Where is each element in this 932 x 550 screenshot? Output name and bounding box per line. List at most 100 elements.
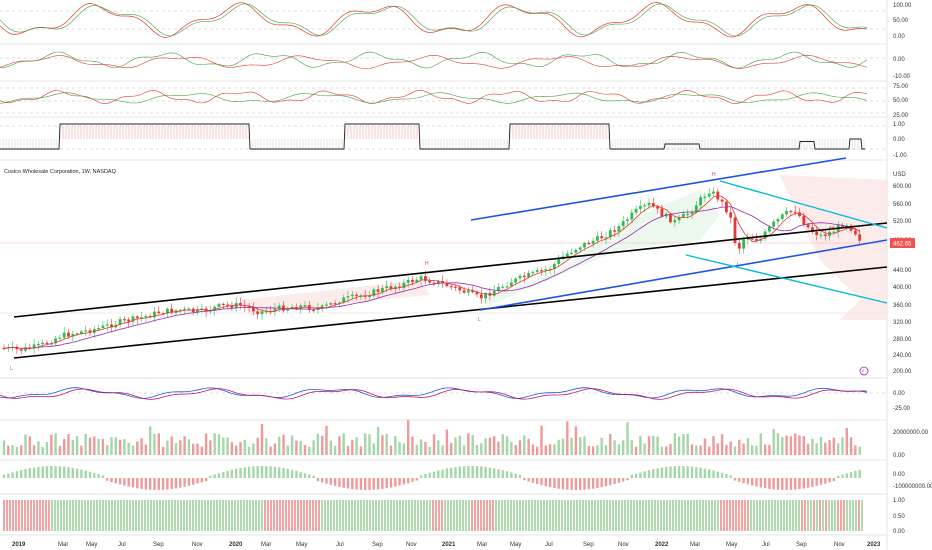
candle-body [45, 342, 49, 344]
bottom-bar [96, 500, 98, 531]
bottom-bar [555, 500, 557, 531]
candle-body [157, 311, 161, 314]
upper-blue-channel-line[interactable] [470, 157, 847, 221]
bottom-bar [303, 500, 305, 531]
vol2-bar [587, 478, 590, 490]
bottom-bar [63, 500, 65, 531]
vol2-bar [695, 467, 698, 478]
bottom-bar [813, 500, 815, 531]
vol2-bar [338, 478, 341, 487]
volume-bar [110, 437, 113, 455]
vol2-bar [179, 478, 182, 488]
candle-body [553, 263, 556, 269]
cyan-upper-triangle-line[interactable] [719, 180, 888, 229]
bottom-bar [6, 500, 8, 531]
bottom-bar [366, 500, 368, 531]
volume-bar [776, 433, 780, 455]
vol2-bar [355, 478, 358, 490]
candle-body [320, 305, 324, 309]
bottom-bar [459, 500, 461, 531]
vol2-bar [351, 478, 354, 490]
candle-body [819, 234, 823, 236]
bottom-bar [387, 500, 389, 531]
vol2-bar [75, 468, 79, 478]
vol2-bar [144, 478, 148, 490]
volume-bar [540, 425, 543, 455]
vol2-bar [815, 478, 818, 486]
bottom-bar [279, 500, 281, 531]
vol2-bar [110, 478, 113, 483]
bottom-bar [246, 500, 248, 531]
alert-flag-icon[interactable]: f [859, 366, 869, 376]
bottom-bar [696, 500, 698, 531]
lower-blue-channel-line[interactable] [479, 239, 888, 311]
vol2-bar [591, 478, 595, 489]
bottom-bar [513, 500, 515, 531]
cyan-lower-channel-line[interactable] [685, 254, 888, 304]
candle-body [372, 289, 376, 296]
volume-bar [824, 442, 827, 455]
candle-body [170, 308, 174, 313]
vol2-bar [742, 478, 745, 484]
candle-body [750, 238, 754, 240]
time-axis-label: Sep [372, 542, 383, 548]
volume-bar [462, 445, 466, 455]
vol2-bar [806, 478, 810, 488]
candle-body [131, 316, 135, 322]
volume-bar [247, 446, 251, 455]
candle-body [759, 238, 763, 241]
bottom-bar [687, 500, 689, 531]
volume-bar [170, 436, 173, 455]
volume-bar [781, 437, 784, 455]
candle-body [780, 214, 784, 219]
volume-profile-shading [780, 175, 887, 320]
price-axis-label: 400.00 [893, 285, 912, 291]
currency-label: USD [893, 172, 906, 178]
volume-bar [376, 427, 380, 455]
bottom-bar [828, 500, 830, 531]
volume-bar [398, 442, 401, 455]
bottom-bar [309, 500, 311, 531]
volume-bar [407, 420, 410, 455]
volume-bar [617, 444, 621, 455]
pane-axis-label: 1.00 [893, 122, 905, 128]
upper-black-trendline[interactable] [13, 222, 888, 318]
vol2-bar [656, 468, 659, 478]
candle-body [578, 247, 582, 250]
vol2-bar [45, 466, 49, 478]
bottom-bar [42, 500, 44, 531]
vol2-bar [798, 478, 801, 490]
candle-body [832, 231, 836, 233]
vol2-bar [273, 466, 277, 478]
bottom-bar [723, 500, 725, 531]
pane-axis-label: -25.00 [893, 406, 911, 412]
bottom-bar [402, 500, 404, 531]
vol2-bar [157, 478, 160, 490]
bottom-bar [186, 500, 188, 531]
candle-body [746, 238, 750, 240]
volume-bar [518, 440, 522, 455]
vol2-bar [58, 466, 62, 478]
volume-bar [600, 437, 603, 455]
pane-axis-label: -100000000.00 [893, 484, 932, 490]
vol2-bar [849, 472, 853, 478]
volume-bar [583, 436, 586, 455]
bottom-bar [144, 500, 146, 531]
vol2-bar [286, 468, 289, 478]
candle-body [101, 325, 105, 328]
vol2-bar [630, 474, 633, 478]
bottom-bar [855, 500, 857, 531]
candle-body [123, 319, 126, 321]
vol2-bar [497, 469, 500, 478]
vol2-bar [166, 478, 169, 490]
moving-average-fast [3, 195, 860, 349]
volume-bar [815, 443, 818, 455]
volume-bar [591, 446, 595, 455]
candle-body [858, 234, 862, 241]
bottom-bar [765, 500, 767, 531]
lower-black-trendline[interactable] [13, 266, 888, 359]
bottom-bar [492, 500, 494, 531]
vol2-bar [114, 478, 117, 484]
candle-body [621, 221, 625, 227]
